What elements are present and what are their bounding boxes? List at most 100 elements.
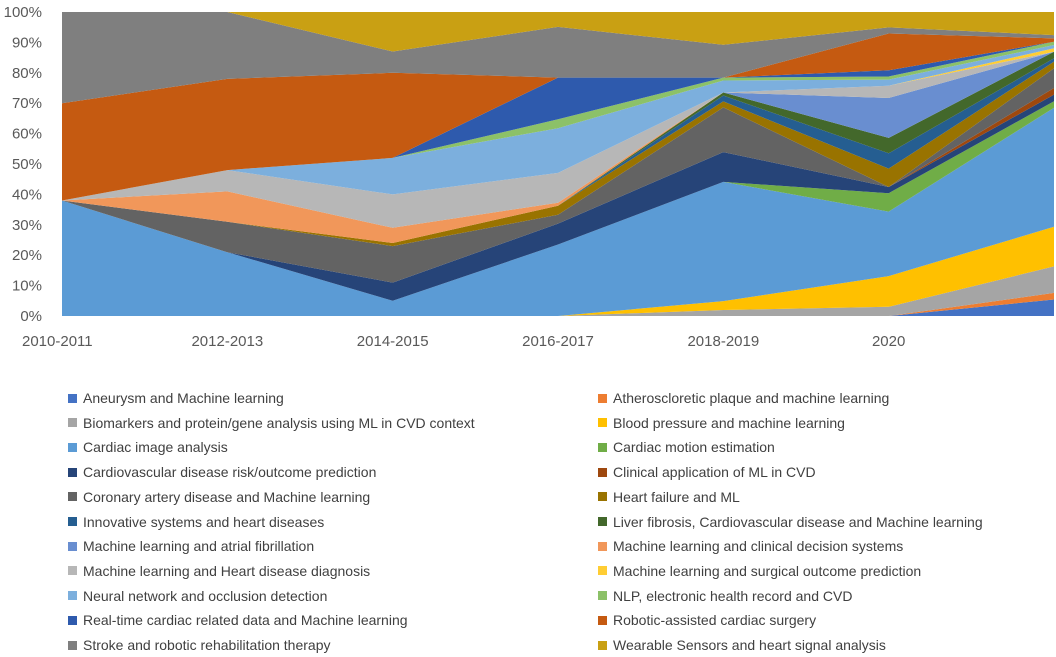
legend-label: Robotic-assisted cardiac surgery — [613, 612, 817, 629]
area-series-4 — [62, 107, 1054, 316]
area-series-19 — [62, 33, 1054, 201]
legend-item: Cardiac motion estimation — [598, 435, 775, 459]
legend-item: Machine learning and Heart disease diagn… — [68, 559, 370, 583]
legend-swatch — [68, 442, 77, 452]
legend-swatch — [598, 492, 607, 502]
legend-label: Heart failure and ML — [613, 488, 740, 505]
legend-swatch — [68, 615, 77, 625]
legend-label: Liver fibrosis, Cardiovascular disease a… — [613, 513, 983, 530]
y-tick-label: 100% — [4, 4, 42, 21]
x-tick-label: 2016-2017 — [522, 333, 594, 350]
legend-item: Liver fibrosis, Cardiovascular disease a… — [598, 510, 983, 534]
area-series-16 — [62, 45, 1054, 201]
legend-label: Machine learning and clinical decision s… — [613, 538, 904, 555]
area-series-10 — [62, 58, 1054, 243]
legend-item: Clinical application of ML in CVD — [598, 460, 816, 484]
legend-item: Stroke and robotic rehabilitation therap… — [68, 633, 330, 657]
stacked-area-chart: 0% 10% 20% 30% 40% 50% 60% 70% 80% 90% 100% 2010-20… — [4, 4, 1054, 350]
legend-label: Innovative systems and heart diseases — [83, 513, 325, 530]
legend-item: Innovative systems and heart diseases — [68, 510, 324, 534]
legend-swatch — [68, 492, 77, 502]
y-tick-label: 60% — [12, 126, 42, 143]
x-tick-label: 2018-2019 — [687, 333, 759, 350]
legend-swatch — [68, 591, 77, 601]
legend-label: Aneurysm and Machine learning — [83, 390, 284, 406]
y-tick-label: 0% — [20, 308, 42, 325]
area-series-0 — [62, 299, 1054, 316]
legend-item: Aneurysm and Machine learning — [68, 386, 284, 410]
area-series-group — [62, 12, 1054, 316]
area-series-3 — [62, 226, 1054, 316]
legend-label: Coronary artery disease and Machine lear… — [83, 488, 371, 505]
legend-item: Blood pressure and machine learning — [598, 411, 845, 435]
area-series-12 — [62, 51, 1054, 244]
legend-swatch — [598, 566, 607, 576]
legend-swatch — [68, 541, 77, 551]
legend-item: Machine learning and atrial fibrillation — [68, 534, 314, 558]
y-tick-label: 50% — [12, 156, 42, 173]
area-series-13 — [62, 51, 1054, 244]
legend-label: Blood pressure and machine learning — [613, 414, 845, 431]
legend-swatch — [598, 418, 607, 428]
legend-item: Cardiovascular disease risk/outcome pred… — [68, 460, 376, 484]
legend-label: Biomarkers and protein/gene analysis usi… — [83, 414, 475, 431]
y-tick-label: 10% — [12, 278, 42, 295]
legend-swatch — [68, 393, 77, 403]
x-tick-label: 2014-2015 — [357, 333, 429, 350]
legend-swatch — [598, 467, 607, 477]
legend-swatch — [68, 467, 77, 477]
legend-item: NLP, electronic health record and CVD — [598, 584, 852, 608]
legend-swatch — [598, 640, 607, 650]
y-tick-label: 30% — [12, 217, 42, 234]
legend-item: Heart failure and ML — [598, 485, 740, 509]
area-series-8 — [62, 68, 1054, 283]
area-series-9 — [62, 61, 1054, 247]
legend-swatch — [68, 418, 77, 428]
area-series-5 — [62, 101, 1054, 301]
legend-item: Neural network and occlusion detection — [68, 584, 327, 608]
legend-label: Clinical application of ML in CVD — [613, 464, 816, 481]
x-tick-label: 2010-2011 — [22, 333, 93, 350]
legend-label: Stroke and robotic rehabilitation therap… — [83, 637, 331, 653]
legend-label: Machine learning and Heart disease diagn… — [83, 562, 371, 579]
legend-swatch — [598, 591, 607, 601]
legend-label: Atheroscloretic plaque and machine learn… — [613, 390, 890, 406]
y-tick-label: 70% — [12, 95, 42, 112]
legend-label: Machine learning and atrial fibrillation — [83, 538, 315, 555]
legend-label: Neural network and occlusion detection — [83, 587, 328, 604]
legend-item: Cardiac image analysis — [68, 435, 228, 459]
legend-swatch — [598, 615, 607, 625]
legend-swatch — [598, 517, 607, 526]
legend-item: Machine learning and clinical decision s… — [598, 534, 903, 558]
area-series-17 — [62, 41, 1054, 201]
legend-swatch — [68, 517, 77, 526]
legend-swatch — [68, 566, 77, 576]
y-tick-label: 40% — [12, 186, 42, 203]
legend-label: Machine learning and surgical outcome pr… — [613, 562, 922, 579]
legend-item: Robotic-assisted cardiac surgery — [598, 608, 816, 632]
x-tick-label: 2020 — [872, 333, 905, 350]
legend-label: Cardiac image analysis — [83, 439, 228, 456]
legend-item: Atheroscloretic plaque and machine learn… — [598, 386, 889, 410]
legend-label: Real-time cardiac related data and Machi… — [83, 612, 408, 629]
y-tick-label: 90% — [12, 34, 42, 51]
legend-swatch — [598, 442, 607, 452]
legend-swatch — [598, 541, 607, 551]
legend-item: Wearable Sensors and heart signal analys… — [598, 633, 886, 657]
legend-label: NLP, electronic health record and CVD — [613, 587, 853, 604]
legend-swatch — [68, 640, 77, 650]
y-tick-label: 80% — [12, 65, 42, 82]
y-tick-label: 20% — [12, 247, 42, 264]
legend-label: Cardiac motion estimation — [613, 439, 775, 456]
area-series-20 — [62, 12, 1054, 104]
legend-label: Wearable Sensors and heart signal analys… — [613, 637, 886, 653]
legend-item: Real-time cardiac related data and Machi… — [68, 608, 408, 632]
legend-label: Cardiovascular disease risk/outcome pred… — [83, 464, 377, 481]
x-tick-label: 2012-2013 — [191, 333, 263, 350]
legend-item: Coronary artery disease and Machine lear… — [68, 485, 370, 509]
legend-swatch — [598, 393, 607, 403]
legend-item: Machine learning and surgical outcome pr… — [598, 559, 921, 583]
area-series-14 — [62, 51, 1054, 228]
area-series-21 — [62, 12, 1054, 52]
legend-item: Biomarkers and protein/gene analysis usi… — [68, 411, 475, 435]
